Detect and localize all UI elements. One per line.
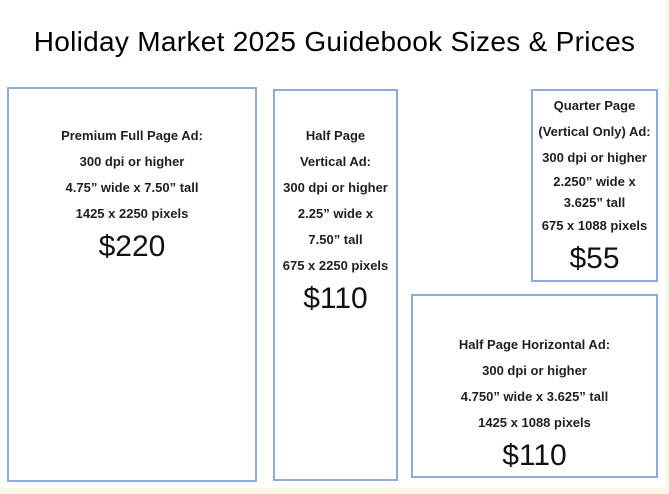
- ad-price: $55: [569, 242, 620, 275]
- ad-dimensions-line: 7.50” tall: [308, 232, 363, 247]
- ad-pixels-line: 675 x 1088 pixels: [541, 218, 648, 233]
- ad-pixels-line: 1425 x 1088 pixels: [478, 415, 591, 430]
- ad-price: $110: [502, 439, 567, 472]
- ad-box-quarter-page: Quarter Page (Vertical Only) Ad: 300 dpi…: [531, 89, 658, 282]
- ad-box-half-page-vertical: Half Page Vertical Ad: 300 dpi or higher…: [273, 89, 398, 481]
- ad-dimensions-line: 3.625” tall: [563, 195, 626, 210]
- ad-title-line: Premium Full Page Ad:: [61, 128, 203, 143]
- ad-dpi-line: 300 dpi or higher: [482, 363, 587, 378]
- ad-box-premium-full-page: Premium Full Page Ad: 300 dpi or higher …: [7, 87, 257, 482]
- ad-dpi-line: 300 dpi or higher: [542, 150, 647, 165]
- ad-dimensions-line: 2.250” wide x: [553, 174, 636, 189]
- ad-dimensions-line: 4.750” wide x 3.625” tall: [460, 389, 609, 404]
- ad-dpi-line: 300 dpi or higher: [283, 180, 388, 195]
- ad-box-half-page-horizontal: Half Page Horizontal Ad: 300 dpi or high…: [411, 294, 658, 478]
- ad-title-line: Vertical Ad:: [299, 154, 372, 169]
- page-title: Holiday Market 2025 Guidebook Sizes & Pr…: [33, 26, 636, 57]
- ad-dimensions-line: 4.75” wide x 7.50” tall: [65, 180, 199, 195]
- ad-title-line: (Vertical Only) Ad:: [538, 124, 651, 139]
- ad-title-line: Half Page: [305, 128, 366, 143]
- ad-dpi-line: 300 dpi or higher: [79, 154, 185, 169]
- ad-pixels-line: 675 x 2250 pixels: [282, 258, 389, 273]
- ad-title-line: Quarter Page: [553, 98, 636, 113]
- ad-price: $110: [303, 282, 368, 315]
- ad-title-line: Half Page Horizontal Ad:: [458, 337, 611, 352]
- ad-pixels-line: 1425 x 2250 pixels: [75, 206, 189, 221]
- ad-dimensions-line: 2.25” wide x: [297, 206, 374, 221]
- ad-price: $220: [98, 230, 166, 263]
